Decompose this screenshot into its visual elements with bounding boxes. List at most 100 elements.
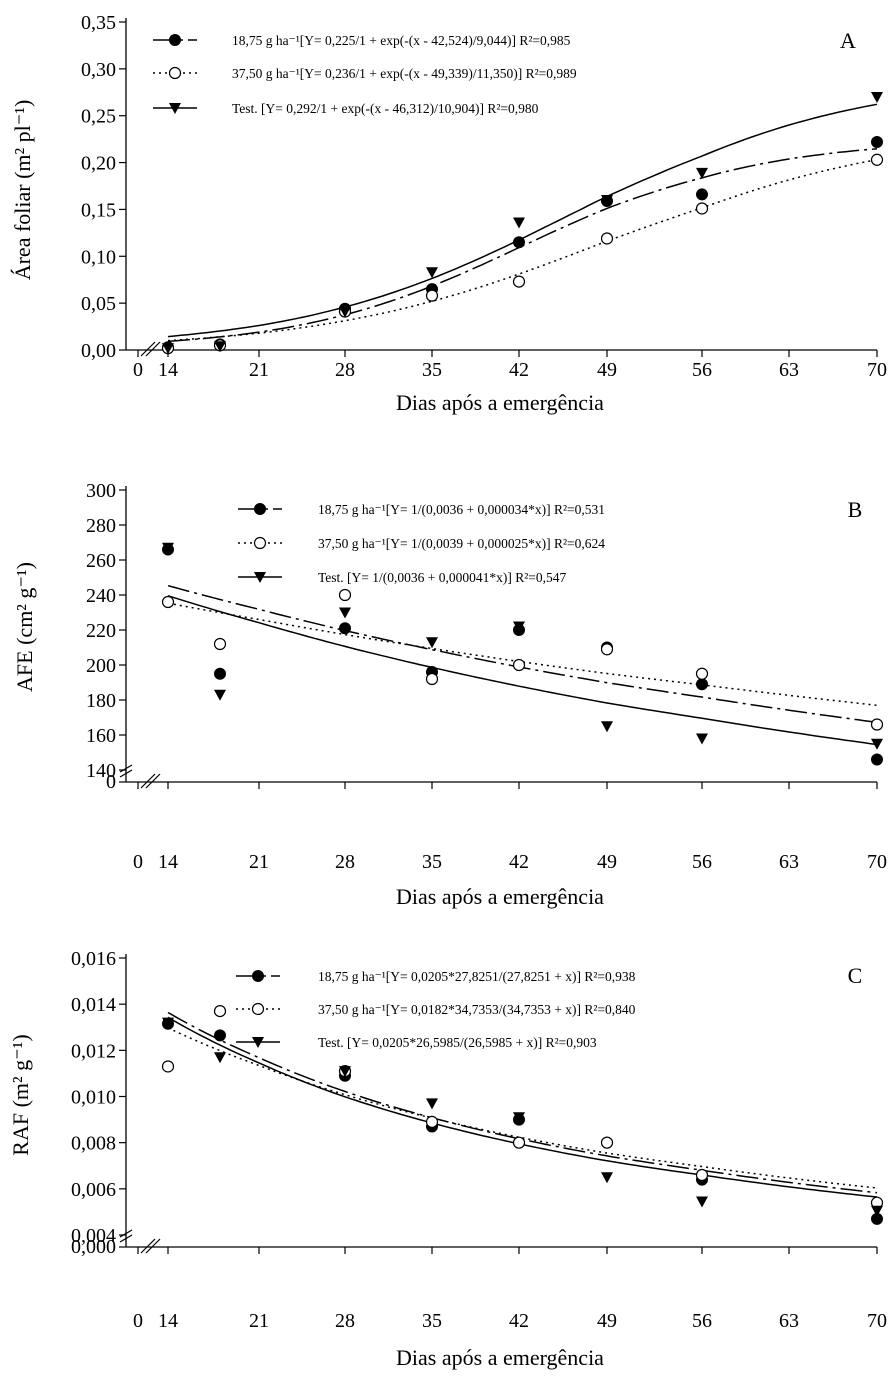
- data-point-s3: [696, 167, 708, 179]
- y-tick-label: 200: [86, 655, 116, 677]
- y-tick-label: 0,004: [71, 1225, 116, 1247]
- data-point-s3: [214, 341, 226, 353]
- legend-marker-1: [252, 970, 264, 982]
- data-point-s2: [425, 289, 439, 302]
- x-tick-label: 21: [249, 1310, 269, 1332]
- x-tick-label: 56: [692, 1310, 712, 1332]
- y-axis-break: [119, 1229, 133, 1243]
- data-point-s3: [426, 1098, 438, 1110]
- data-point-s2: [600, 1136, 614, 1149]
- y-axis-title: Área foliar (m² pl⁻¹): [10, 100, 35, 281]
- data-point-s3: [426, 637, 438, 649]
- data-point-s3: [513, 621, 525, 633]
- x-tick-label: 14: [158, 851, 178, 873]
- data-point-s1: [214, 1029, 226, 1042]
- data-point-s1: [339, 622, 351, 635]
- y-tick-label: 0,20: [81, 153, 116, 175]
- y-tick-label: 0,006: [71, 1179, 116, 1201]
- x-tick-label: 63: [779, 851, 799, 873]
- legend-marker-1: [254, 503, 266, 515]
- x-tick-label: 35: [422, 1310, 442, 1332]
- data-point-s2: [870, 718, 884, 731]
- legend-marker-3: [169, 103, 181, 114]
- x-tick-label: 42: [509, 359, 529, 381]
- y-tick-label: 0,15: [81, 199, 116, 221]
- x-tick-label: 49: [597, 851, 617, 873]
- legend-marker-1: [169, 34, 181, 46]
- legend-entry-3: Test. [Y= 1/(0,0036 + 0,000041*x)] R²=0,…: [318, 570, 567, 585]
- y-tick-label: 240: [86, 585, 116, 607]
- x-tick-label: 70: [867, 1310, 887, 1332]
- x-axis-break: [140, 341, 161, 357]
- data-point-s3: [601, 195, 613, 207]
- y-tick-label: 0,016: [71, 948, 116, 970]
- y-tick-label: 0,00: [81, 340, 116, 362]
- data-point-s2: [600, 643, 614, 656]
- legend-entry-2: 37,50 g ha⁻¹[Y= 0,236/1 + exp(-(x - 49,3…: [232, 66, 577, 81]
- x-tick-label: 28: [335, 359, 355, 381]
- fit-curve-2: [167, 158, 878, 342]
- data-point-s2: [600, 232, 614, 245]
- x-tick-label: 35: [422, 359, 442, 381]
- x-tick-label: 14: [158, 1310, 178, 1332]
- data-point-s3: [696, 1196, 708, 1208]
- panel-b: 0 14 21 28 35 42 49 56 63 70014016018020022024026…: [12, 480, 887, 909]
- data-point-s3: [214, 689, 226, 701]
- x-axis-title: Dias após a emergência: [396, 884, 604, 909]
- data-point-s3: [871, 738, 883, 750]
- data-point-s2: [161, 1060, 175, 1073]
- fit-curve-2: [167, 1027, 878, 1189]
- data-point-s2: [512, 1136, 526, 1149]
- y-tick-label: 0,30: [81, 59, 116, 81]
- data-point-s3: [162, 343, 174, 355]
- y-tick-label: 0,05: [81, 293, 116, 315]
- fit-curve-1: [167, 584, 878, 724]
- data-point-s3: [871, 1205, 883, 1217]
- data-point-s2: [425, 1115, 439, 1128]
- data-point-s2: [161, 595, 175, 609]
- x-tick-label: 42: [509, 1310, 529, 1332]
- legend-marker-2: [168, 66, 182, 80]
- legend-entry-1: 18,75 g ha⁻¹[Y= 0,225/1 + exp(-(x - 42,5…: [232, 33, 571, 48]
- data-point-s2: [512, 658, 526, 672]
- data-point-s3: [162, 1017, 174, 1029]
- x-tick-label: 42: [509, 851, 529, 873]
- y-tick-label: 0: [106, 771, 116, 793]
- x-tick-label: 56: [692, 851, 712, 873]
- x-tick-label: 56: [692, 359, 712, 381]
- fit-curve-2: [167, 602, 878, 707]
- y-tick-label: 0,10: [81, 246, 116, 268]
- data-point-s2: [695, 202, 709, 215]
- legend-entry-1: 18,75 g ha⁻¹[Y= 1/(0,0036 + 0,000034*x)]…: [318, 502, 605, 517]
- x-tick-label: 28: [335, 1310, 355, 1332]
- x-tick-label: 28: [335, 851, 355, 873]
- x-tick-label: 21: [249, 359, 269, 381]
- legend-entry-1: 18,75 g ha⁻¹[Y= 0,0205*27,8251/(27,8251 …: [318, 969, 636, 984]
- data-point-s2: [870, 153, 884, 166]
- y-tick-label: 0,35: [81, 12, 116, 34]
- legend-marker-2: [251, 1002, 265, 1016]
- legend-entry-2: 37,50 g ha⁻¹[Y= 0,0182*34,7353/(34,7353 …: [318, 1002, 636, 1017]
- y-tick-label: 180: [86, 690, 116, 712]
- data-point-s3: [214, 1052, 226, 1064]
- panel-letter: A: [840, 28, 856, 53]
- x-tick-label: 0: [133, 851, 143, 873]
- data-point-s3: [513, 217, 525, 229]
- x-tick-label: 14: [158, 359, 178, 381]
- y-tick-label: 0,000: [71, 1236, 116, 1258]
- data-point-s2: [425, 672, 439, 686]
- x-tick-label: 35: [422, 851, 442, 873]
- y-tick-label: 140: [86, 760, 116, 782]
- panel-a: 0 14 21 28 35 42 49 56 63 70 0,00 0,05 0,10 0,15 0,20 0…: [10, 12, 887, 415]
- x-tick-label: 63: [779, 1310, 799, 1332]
- y-tick-label: 0,010: [71, 1087, 116, 1109]
- x-tick-label: 70: [867, 851, 887, 873]
- y-tick-label: 160: [86, 725, 116, 747]
- fit-curve-3: [167, 594, 878, 746]
- x-tick-label: 63: [779, 359, 799, 381]
- x-axis-title: Dias após a emergência: [396, 1345, 604, 1370]
- legend-marker-2: [253, 536, 267, 550]
- y-tick-label: 300: [86, 480, 116, 502]
- data-point-s2: [695, 667, 709, 680]
